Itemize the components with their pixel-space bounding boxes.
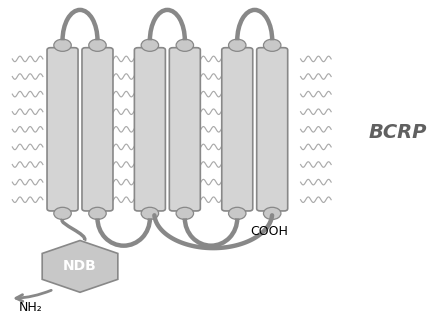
Circle shape [176,207,194,220]
Text: COOH: COOH [250,225,288,238]
Circle shape [229,39,246,51]
Circle shape [176,39,194,51]
Circle shape [229,207,246,220]
Circle shape [54,207,71,220]
Text: NH₂: NH₂ [19,301,43,313]
Circle shape [141,207,159,220]
Circle shape [54,39,71,51]
FancyBboxPatch shape [256,48,288,211]
Text: NDB: NDB [63,259,97,273]
Circle shape [89,207,106,220]
FancyBboxPatch shape [47,48,78,211]
Polygon shape [42,240,118,292]
FancyBboxPatch shape [222,48,253,211]
Circle shape [264,39,281,51]
Circle shape [141,39,159,51]
Text: BCRP: BCRP [368,123,427,142]
Circle shape [89,39,106,51]
FancyBboxPatch shape [169,48,200,211]
Circle shape [264,207,281,220]
FancyBboxPatch shape [82,48,113,211]
FancyBboxPatch shape [134,48,165,211]
